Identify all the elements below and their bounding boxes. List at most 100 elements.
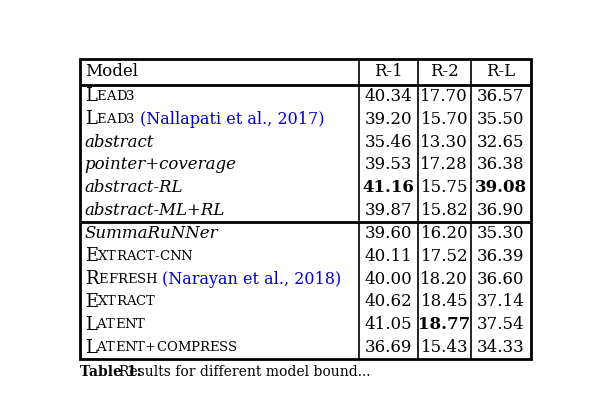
Text: 40.34: 40.34 <box>364 88 412 105</box>
Text: 40.11: 40.11 <box>364 248 412 265</box>
Text: S: S <box>219 341 228 354</box>
Text: L: L <box>85 110 97 128</box>
Text: F: F <box>108 273 117 286</box>
Text: R: R <box>200 341 210 354</box>
Text: 18.20: 18.20 <box>420 271 468 288</box>
Text: C: C <box>135 295 145 309</box>
Text: A: A <box>106 113 116 126</box>
Text: O: O <box>166 341 177 354</box>
Text: 15.82: 15.82 <box>420 202 468 219</box>
Text: pointer+coverage: pointer+coverage <box>85 157 237 173</box>
Text: N: N <box>125 318 136 331</box>
Text: M: M <box>177 341 191 354</box>
Text: T: T <box>136 341 145 354</box>
Text: 39.53: 39.53 <box>364 157 412 173</box>
Text: R-1: R-1 <box>374 63 402 80</box>
Text: L: L <box>85 87 97 105</box>
Text: E: E <box>98 273 108 286</box>
Text: 34.33: 34.33 <box>477 339 524 356</box>
Text: D: D <box>116 113 126 126</box>
Text: D: D <box>116 90 126 103</box>
Text: T: T <box>107 295 116 309</box>
Text: L: L <box>85 316 97 334</box>
Text: 37.14: 37.14 <box>477 293 524 311</box>
Text: 36.38: 36.38 <box>477 157 524 173</box>
Text: 37.54: 37.54 <box>477 316 524 333</box>
Text: R: R <box>117 273 127 286</box>
Text: E: E <box>115 341 125 354</box>
Text: 15.43: 15.43 <box>420 339 468 356</box>
Text: 13.30: 13.30 <box>420 133 468 150</box>
Text: C: C <box>159 250 169 263</box>
Text: SummaRuNNer: SummaRuNNer <box>85 225 218 242</box>
Text: T: T <box>107 250 116 263</box>
Text: E: E <box>210 341 219 354</box>
Text: 41.16: 41.16 <box>362 179 414 196</box>
Text: E: E <box>85 247 98 265</box>
Text: 15.75: 15.75 <box>421 179 468 196</box>
Text: X: X <box>98 250 107 263</box>
Text: 39.08: 39.08 <box>475 179 527 196</box>
Text: abstract: abstract <box>85 133 154 150</box>
Text: 35.30: 35.30 <box>477 225 524 242</box>
Text: A: A <box>97 341 106 354</box>
Text: 39.60: 39.60 <box>364 225 412 242</box>
Text: R: R <box>116 295 126 309</box>
Text: 18.45: 18.45 <box>420 293 468 311</box>
Text: 35.50: 35.50 <box>477 111 524 128</box>
Text: C: C <box>156 341 166 354</box>
Text: 3: 3 <box>126 113 135 126</box>
Text: abstract-RL: abstract-RL <box>85 179 183 196</box>
Text: E: E <box>97 113 106 126</box>
Text: 40.62: 40.62 <box>364 293 412 311</box>
Text: abstract-ML+RL: abstract-ML+RL <box>85 202 225 219</box>
Text: N: N <box>169 250 181 263</box>
Text: 17.28: 17.28 <box>420 157 468 173</box>
Text: 32.65: 32.65 <box>477 133 524 150</box>
Text: +: + <box>145 341 156 354</box>
Text: 17.52: 17.52 <box>420 248 468 265</box>
Text: 35.46: 35.46 <box>364 133 412 150</box>
Text: N: N <box>125 341 136 354</box>
Text: 39.20: 39.20 <box>364 111 412 128</box>
Text: 39.87: 39.87 <box>364 202 412 219</box>
Text: 17.70: 17.70 <box>420 88 468 105</box>
Text: 36.57: 36.57 <box>477 88 524 105</box>
Text: 40.00: 40.00 <box>364 271 412 288</box>
Text: R-2: R-2 <box>430 63 459 80</box>
Text: X: X <box>98 295 107 309</box>
Text: A: A <box>126 250 135 263</box>
Text: A: A <box>126 295 135 309</box>
Text: N: N <box>181 250 193 263</box>
Text: Table 1:: Table 1: <box>80 365 142 379</box>
Text: (Nallapati et al., 2017): (Nallapati et al., 2017) <box>140 111 325 128</box>
Text: 36.90: 36.90 <box>477 202 524 219</box>
Text: 18.77: 18.77 <box>418 316 470 333</box>
Text: (Narayan et al., 2018): (Narayan et al., 2018) <box>163 271 342 288</box>
Text: S: S <box>228 341 237 354</box>
Text: -: - <box>154 250 159 263</box>
Text: E: E <box>97 90 106 103</box>
Text: T: T <box>145 250 154 263</box>
Text: 36.60: 36.60 <box>477 271 524 288</box>
Text: R-L: R-L <box>486 63 516 80</box>
Text: L: L <box>85 339 97 357</box>
Text: T: T <box>106 318 115 331</box>
Text: T: T <box>106 341 115 354</box>
Text: Results for different model bound...: Results for different model bound... <box>119 365 371 379</box>
Text: T: T <box>145 295 154 309</box>
Text: S: S <box>136 273 145 286</box>
Text: H: H <box>145 273 157 286</box>
Text: Model: Model <box>85 63 138 80</box>
Text: 16.20: 16.20 <box>420 225 468 242</box>
Text: P: P <box>191 341 200 354</box>
Text: 3: 3 <box>126 90 135 103</box>
Text: A: A <box>106 90 116 103</box>
Text: E: E <box>115 318 125 331</box>
Text: C: C <box>135 250 145 263</box>
Text: A: A <box>97 318 106 331</box>
Text: 36.39: 36.39 <box>477 248 524 265</box>
Text: R: R <box>116 250 126 263</box>
Text: E: E <box>127 273 136 286</box>
Text: E: E <box>85 293 98 311</box>
